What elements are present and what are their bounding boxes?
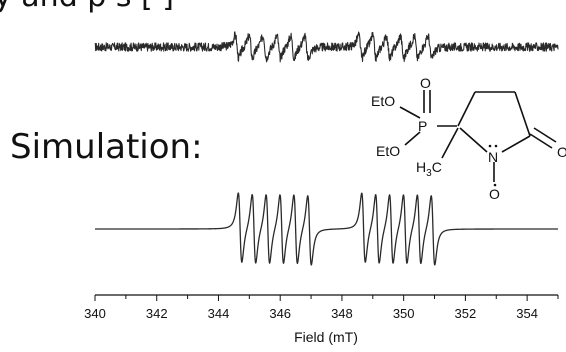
x-tick-label-348: 348 bbox=[331, 306, 353, 321]
x-tick-label-350: 350 bbox=[393, 306, 415, 321]
carbonyl-oxygen-label: O bbox=[557, 144, 566, 160]
ethoxy-top-label: EtO bbox=[371, 93, 395, 109]
nitrogen-label: N bbox=[488, 149, 498, 165]
radical-dot-1 bbox=[488, 144, 492, 148]
x-tick-label-342: 342 bbox=[146, 306, 168, 321]
radical-dot-3 bbox=[493, 183, 497, 187]
carbonyl-bond-2 bbox=[533, 127, 557, 143]
eto-p-bond-top bbox=[399, 106, 421, 119]
x-axis-label: Field (mT) bbox=[294, 329, 358, 345]
methyl-bond bbox=[441, 127, 459, 159]
radical-dot-2 bbox=[494, 144, 498, 148]
nitroxide-oxygen-label: O bbox=[489, 186, 500, 202]
x-tick-label-346: 346 bbox=[269, 306, 291, 321]
x-tick-label-340: 340 bbox=[84, 306, 106, 321]
ring-bond-1 bbox=[457, 91, 476, 127]
chemical-structure bbox=[399, 90, 557, 182]
phosphorus-label: P bbox=[418, 118, 427, 134]
eto-p-bond-bottom bbox=[404, 131, 421, 146]
x-axis-ticks: 340 342 344 346 348 350 352 354 bbox=[84, 295, 559, 321]
experimental-trace bbox=[94, 31, 559, 63]
oxygen-p-label: O bbox=[420, 75, 431, 91]
simulation-trace bbox=[94, 192, 559, 266]
x-tick-label-344: 344 bbox=[208, 306, 230, 321]
ring-bond-4 bbox=[501, 135, 531, 153]
ring-bond-5 bbox=[459, 127, 488, 153]
x-tick-label-352: 352 bbox=[455, 306, 477, 321]
ring-bond-3 bbox=[514, 91, 531, 137]
carbonyl-bond-1 bbox=[529, 133, 553, 149]
x-tick-label-354: 354 bbox=[516, 306, 538, 321]
top-partial-text: y and p s [ ] bbox=[0, 0, 174, 14]
methyl-label: H3C bbox=[416, 159, 442, 179]
ethoxy-bottom-label: EtO bbox=[376, 143, 400, 159]
simulation-label: Simulation: bbox=[10, 127, 203, 167]
